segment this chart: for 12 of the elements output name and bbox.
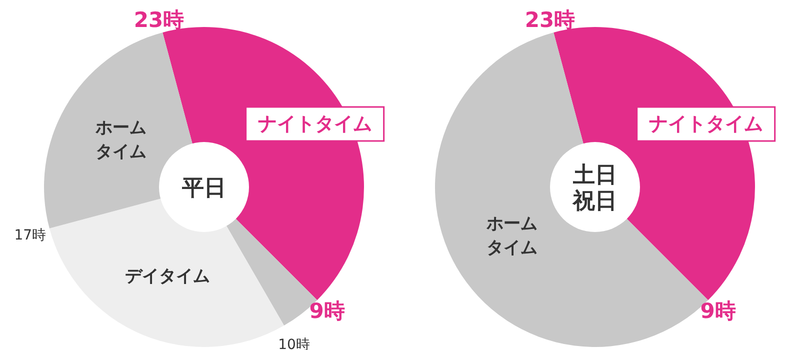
text: 17時 (14, 228, 46, 244)
text: 9時 (309, 298, 345, 323)
slice-label: デイタイム (124, 266, 210, 287)
slice-label: ナイトタイム (258, 112, 372, 135)
slice-label: ナイトタイム (648, 113, 763, 136)
text: 土日祝日 (572, 163, 617, 214)
text: 平日 (181, 176, 226, 201)
text: 23時 (524, 8, 576, 32)
slice-label: ホームタイム (94, 118, 146, 162)
text: 9時 (700, 299, 736, 324)
slice-label: ホームタイム (485, 214, 538, 258)
text: 23時 (134, 8, 184, 32)
